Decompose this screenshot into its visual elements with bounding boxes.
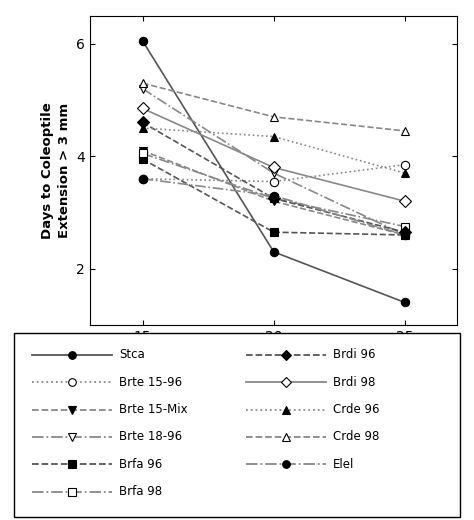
Text: Brte 15-96: Brte 15-96 xyxy=(119,376,182,389)
Text: Brfa 96: Brfa 96 xyxy=(119,458,162,471)
Text: Crde 98: Crde 98 xyxy=(333,431,379,444)
Text: Brte 18-96: Brte 18-96 xyxy=(119,431,182,444)
Text: Brdi 98: Brdi 98 xyxy=(333,376,375,389)
X-axis label: Temperature (C): Temperature (C) xyxy=(210,349,338,363)
Text: Crde 96: Crde 96 xyxy=(333,403,379,416)
Text: Brfa 98: Brfa 98 xyxy=(119,485,162,498)
Text: Elel: Elel xyxy=(333,458,354,471)
Text: Stca: Stca xyxy=(119,348,145,361)
Y-axis label: Days to Coleoptile
Extension > 3 mm: Days to Coleoptile Extension > 3 mm xyxy=(41,102,71,239)
Text: Brdi 96: Brdi 96 xyxy=(333,348,375,361)
Text: Brte 15-Mix: Brte 15-Mix xyxy=(119,403,188,416)
